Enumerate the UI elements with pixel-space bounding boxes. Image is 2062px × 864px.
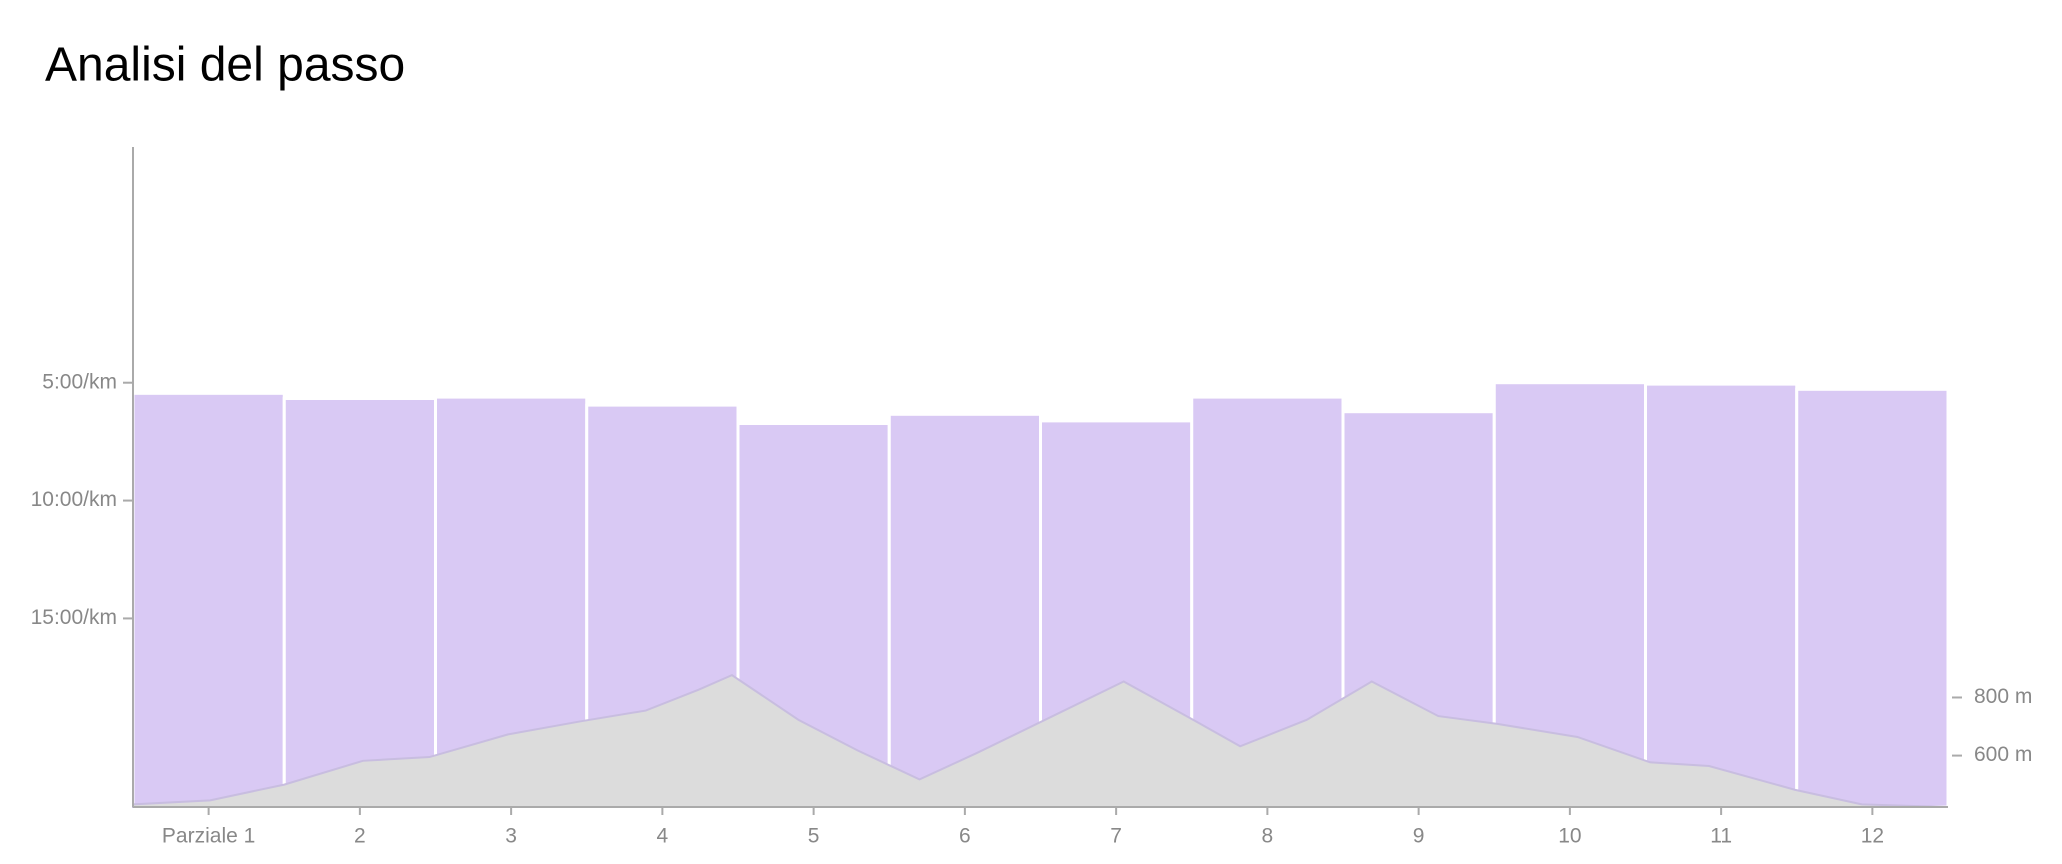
x-tick-label: 3 [505, 825, 517, 848]
bar [1644, 382, 1799, 809]
x-tick-label: 5 [808, 825, 820, 848]
x-tick-label: 6 [959, 825, 971, 848]
chart-title: Analisi del passo [45, 39, 405, 92]
y-tick-label: 15:00/km [31, 606, 117, 629]
x-tick-label: 2 [354, 825, 366, 848]
x-tick-label: 4 [657, 825, 669, 848]
x-tick-label: 12 [1861, 825, 1884, 848]
plot [131, 381, 1950, 809]
y2-tick-label: 800 m [1974, 685, 2032, 708]
bar [282, 397, 437, 809]
x-tick-label: 7 [1110, 825, 1122, 848]
x-tick-label: 11 [1710, 825, 1732, 848]
x-tick-label: Parziale 1 [162, 825, 255, 848]
y-tick-label: 10:00/km [31, 488, 117, 511]
x-tick-label: 8 [1262, 825, 1274, 848]
y2-tick-label: 600 m [1974, 743, 2032, 766]
x-tick-label: 9 [1413, 825, 1425, 848]
elevation-area [132, 673, 1949, 808]
bar [1795, 387, 1950, 809]
x-tick-label: 10 [1558, 825, 1581, 848]
bar [131, 391, 286, 809]
y-tick-label: 5:00/km [42, 370, 117, 393]
